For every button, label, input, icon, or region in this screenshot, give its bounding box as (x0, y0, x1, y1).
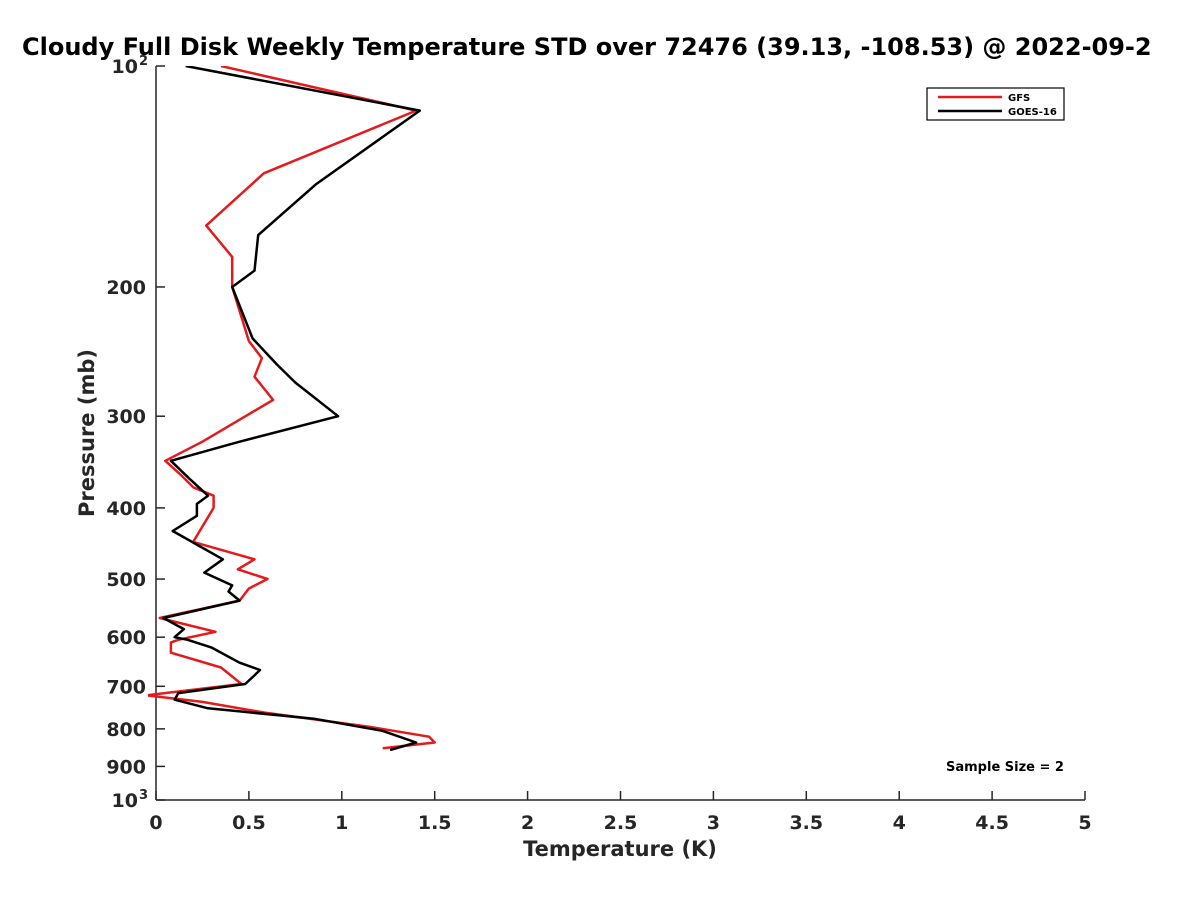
data-series-layer (148, 66, 436, 752)
y-tick-label: 300 (106, 406, 146, 428)
y-tick-exponent: 2 (139, 54, 148, 69)
x-tick-label: 3.5 (789, 812, 823, 834)
y-tick-exponent: 3 (139, 788, 148, 803)
x-tick-label: 4 (893, 812, 906, 834)
x-tick-label: 0 (149, 812, 162, 834)
x-axis-label: Temperature (K) (523, 837, 717, 861)
legend-box (926, 87, 1065, 121)
y-tick-label: 10 (112, 790, 138, 812)
y-axis-label: Pressure (mb) (75, 349, 99, 517)
x-tick-label: 2.5 (604, 812, 638, 834)
y-tick-label: 900 (106, 756, 146, 778)
y-tick-label: 800 (106, 719, 146, 741)
x-tick-label: 3 (707, 812, 720, 834)
chart-title: Cloudy Full Disk Weekly Temperature STD … (22, 33, 1152, 61)
y-tick-label: 200 (106, 277, 146, 299)
y-tick-label: 10 (112, 56, 138, 78)
legend: GFS GOES-16 (926, 87, 1065, 121)
legend-goes16-label: GOES-16 (1008, 107, 1057, 118)
legend-gfs-label: GFS (1008, 93, 1030, 104)
y-tick-label: 500 (106, 569, 146, 591)
sample-size-annotation: Sample Size = 2 (946, 760, 1064, 775)
y-tick-label: 400 (106, 498, 146, 520)
x-tick-label: 5 (1078, 812, 1091, 834)
y-tick-label: 700 (106, 676, 146, 698)
x-axis: 0 0.5 1 1.5 2 2.5 3 3.5 4 4.5 5 (149, 791, 1092, 834)
plot-area (155, 66, 1085, 801)
x-tick-label: 1.5 (418, 812, 452, 834)
y-tick-label: 600 (106, 627, 146, 649)
series-line-gfs (148, 66, 436, 750)
x-tick-label: 4.5 (975, 812, 1009, 834)
x-tick-label: 1 (335, 812, 348, 834)
x-tick-label: 2 (521, 812, 534, 834)
x-tick-label: 0.5 (232, 812, 266, 834)
series-line-goes-16 (162, 66, 422, 752)
